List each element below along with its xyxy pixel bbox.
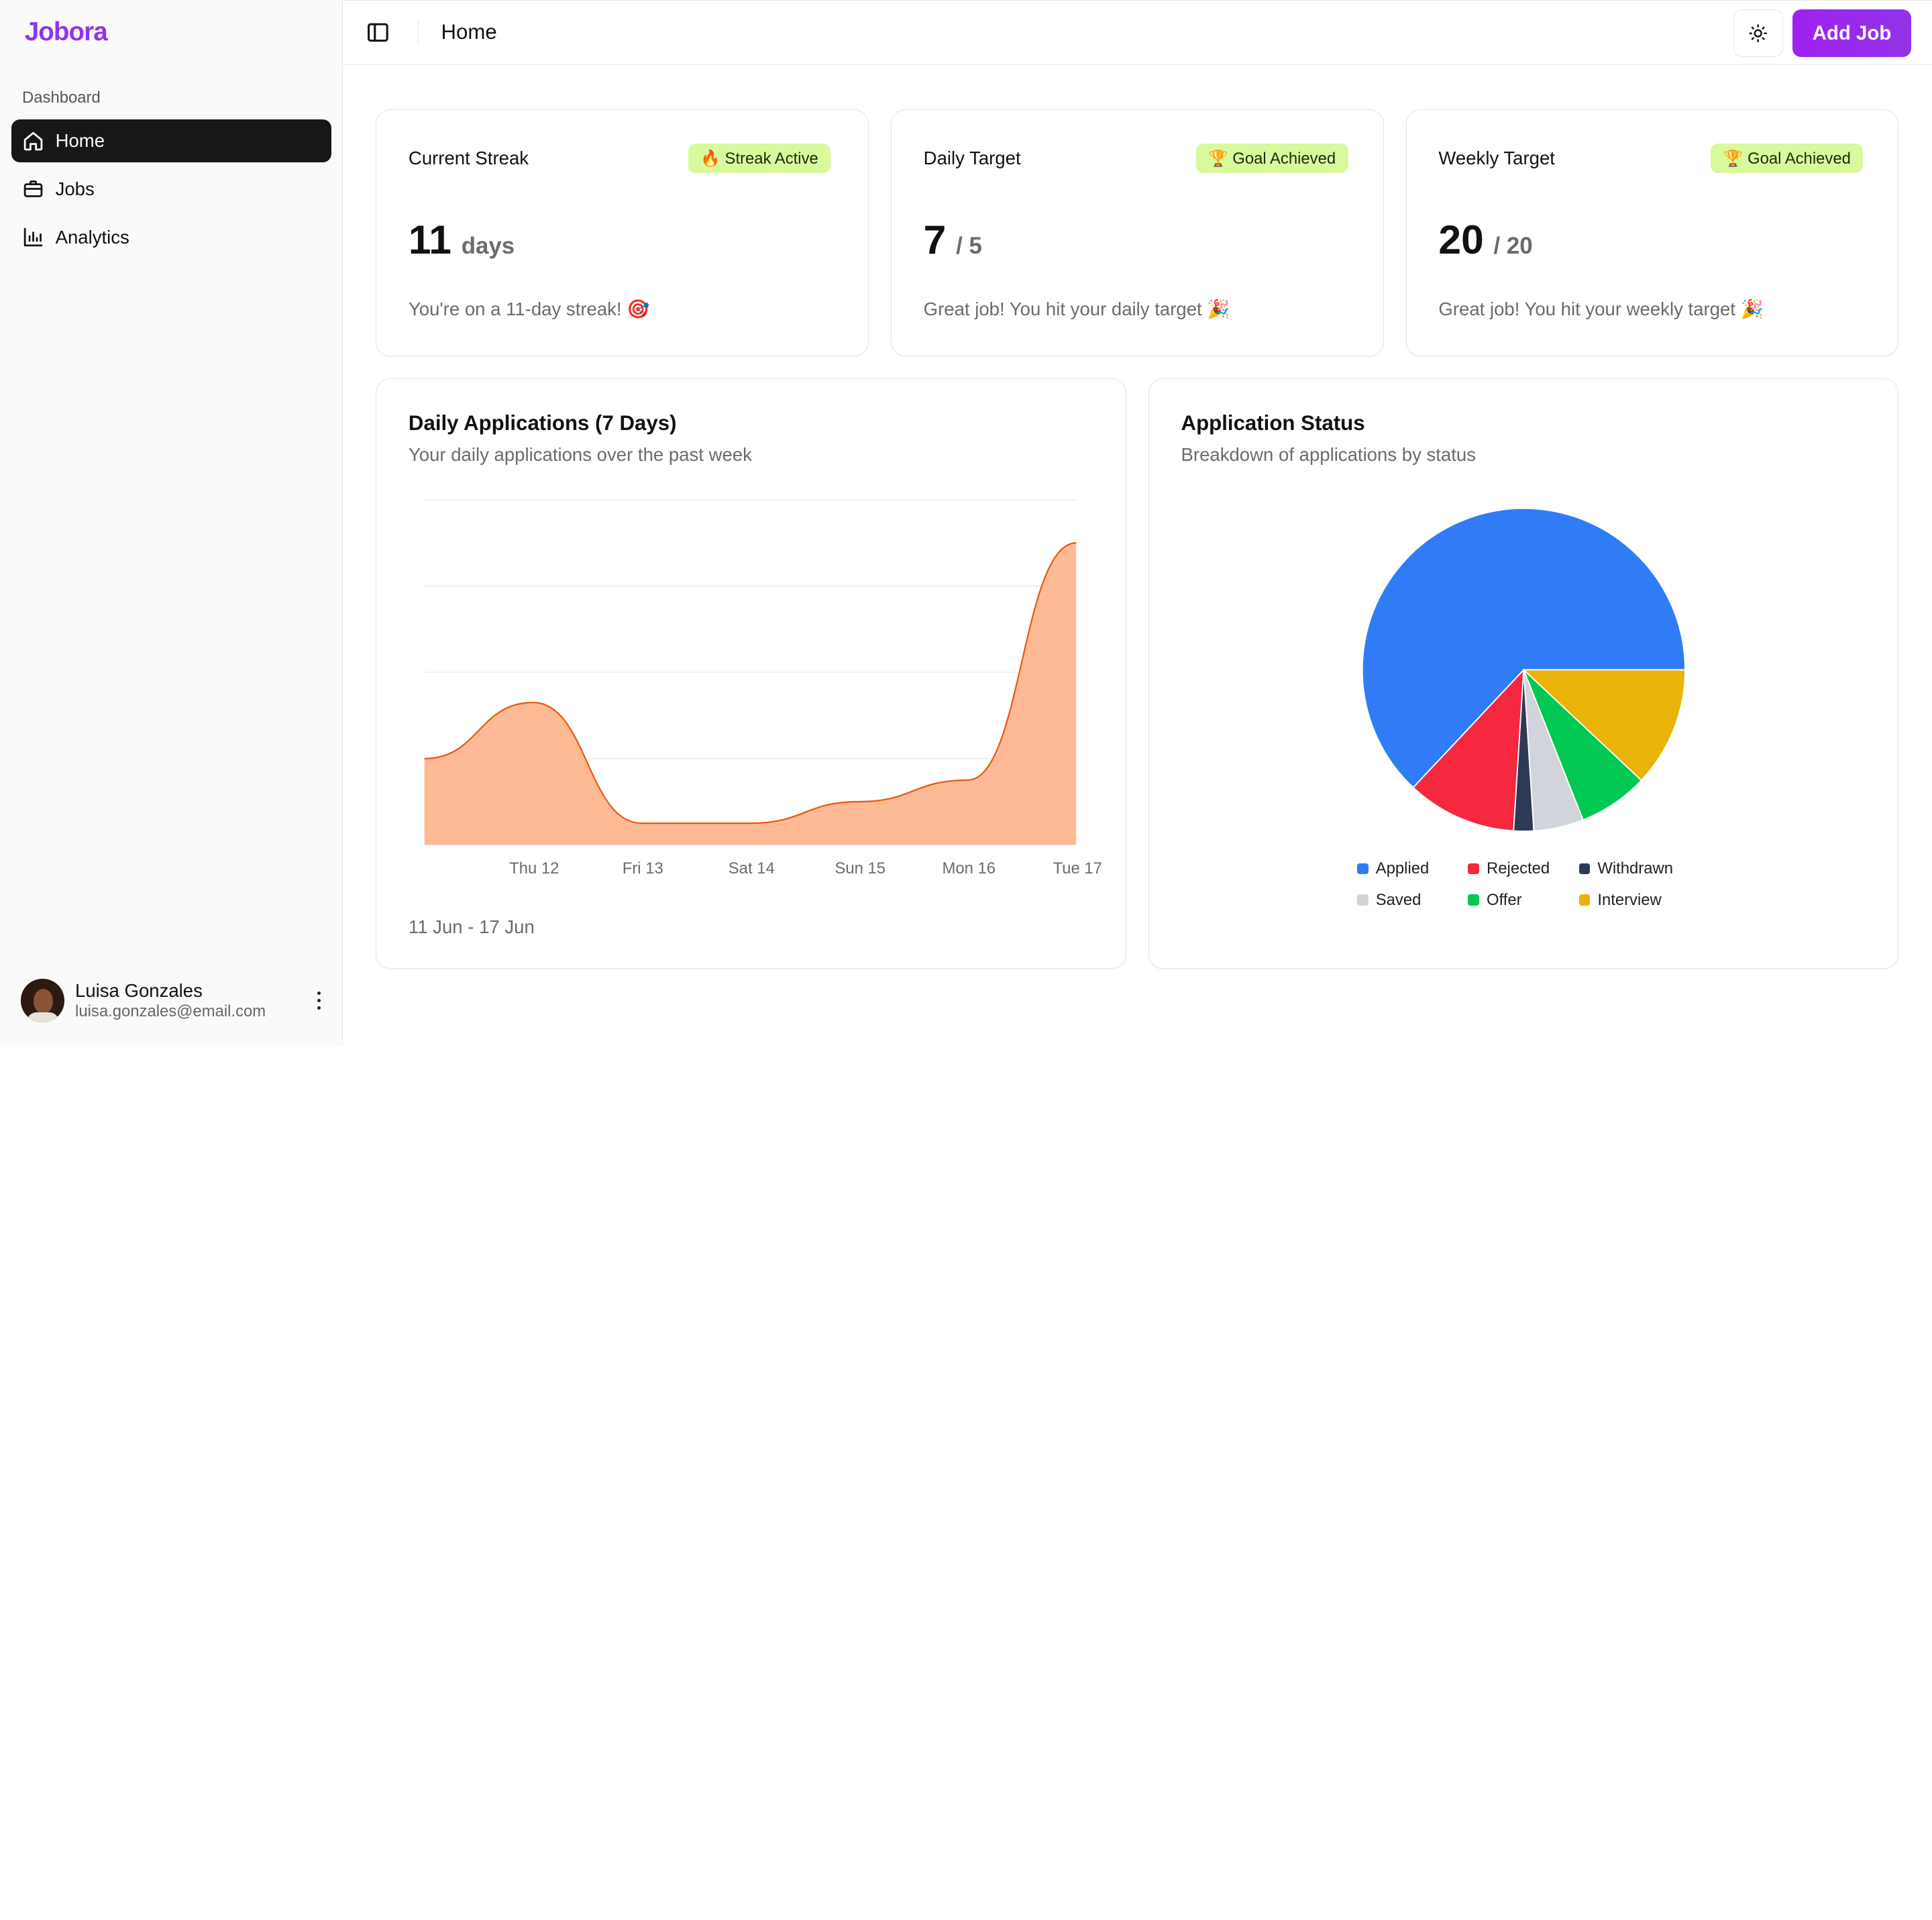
- weekly-target-card: Weekly Target 🏆 Goal Achieved 20 / 20 Gr…: [1406, 109, 1899, 356]
- sidebar-item-analytics[interactable]: Analytics: [11, 215, 332, 258]
- status-badge: 🔥 Streak Active: [688, 144, 830, 173]
- sidebar-item-label: Jobs: [56, 178, 95, 200]
- legend-item[interactable]: Offer: [1468, 891, 1578, 910]
- daily-applications-card: Daily Applications (7 Days) Your daily a…: [376, 378, 1126, 969]
- briefcase-icon: [22, 178, 44, 200]
- area-chart: [376, 379, 1127, 969]
- x-tick-label: Tue 17: [1053, 859, 1102, 878]
- stat-subtext: You're on a 11-day streak! 🎯: [409, 298, 650, 320]
- legend-swatch: [1357, 863, 1368, 875]
- daily-target-card: Daily Target 🏆 Goal Achieved 7 / 5 Great…: [891, 109, 1384, 356]
- sidebar-item-label: Home: [56, 130, 105, 152]
- more-vertical-icon[interactable]: [309, 988, 329, 1013]
- application-status-card: Application Status Breakdown of applicat…: [1148, 378, 1899, 969]
- status-badge: 🏆 Goal Achieved: [1196, 144, 1348, 173]
- legend-label: Interview: [1597, 891, 1661, 910]
- date-range: 11 Jun - 17 Jun: [409, 916, 535, 938]
- stat-value: 7: [924, 216, 947, 263]
- stat-value: 11: [409, 216, 451, 263]
- avatar: [21, 979, 64, 1022]
- stat-value: 20: [1438, 216, 1483, 263]
- theme-toggle-button[interactable]: [1733, 9, 1782, 58]
- stat-subtext: Great job! You hit your weekly target 🎉: [1438, 298, 1764, 320]
- brand-logo[interactable]: Jobora: [25, 17, 107, 47]
- card-title: Daily Target: [924, 148, 1021, 169]
- page-title: Home: [441, 20, 497, 44]
- x-tick-label: Fri 13: [623, 859, 663, 878]
- legend-label: Saved: [1376, 891, 1421, 910]
- user-email: luisa.gonzales@email.com: [75, 1002, 309, 1021]
- topbar: Home Add Job: [343, 0, 1932, 65]
- user-name: Luisa Gonzales: [75, 979, 309, 1002]
- sidebar-toggle-icon[interactable]: [366, 20, 390, 45]
- card-title: Current Streak: [409, 148, 529, 169]
- sidebar-nav: Home Jobs Analytics: [11, 119, 332, 264]
- legend-label: Offer: [1487, 891, 1522, 910]
- sidebar-item-jobs[interactable]: Jobs: [11, 168, 332, 211]
- main-content: Home Add Job Current Streak 🔥 Streak Act…: [343, 0, 1932, 1045]
- legend-item[interactable]: Rejected: [1468, 859, 1578, 878]
- sidebar-item-home[interactable]: Home: [11, 119, 332, 162]
- sidebar-item-label: Analytics: [56, 227, 129, 248]
- x-tick-label: Sun 15: [835, 859, 885, 878]
- legend-swatch: [1579, 863, 1591, 875]
- sidebar-group-label: Dashboard: [22, 89, 101, 107]
- stat-unit: / 5: [956, 233, 982, 260]
- legend-item[interactable]: Applied: [1357, 859, 1468, 878]
- streak-card: Current Streak 🔥 Streak Active 11 days Y…: [376, 109, 869, 356]
- stat-unit: days: [462, 233, 515, 260]
- bar-chart-icon: [22, 226, 44, 248]
- sun-icon: [1748, 23, 1768, 43]
- chart-legend: Applied Rejected Withdrawn Saved Offer Interv…: [1149, 859, 1898, 922]
- legend-item[interactable]: Withdrawn: [1579, 859, 1690, 878]
- legend-label: Withdrawn: [1597, 859, 1673, 878]
- x-tick-label: Mon 16: [942, 859, 996, 878]
- home-icon: [22, 130, 44, 152]
- area-fill: [425, 543, 1077, 845]
- legend-item[interactable]: Saved: [1357, 891, 1468, 910]
- legend-swatch: [1468, 863, 1479, 875]
- legend-label: Applied: [1376, 859, 1430, 878]
- legend-swatch: [1468, 894, 1479, 906]
- stat-unit: / 20: [1494, 233, 1533, 260]
- status-badge: 🏆 Goal Achieved: [1711, 144, 1863, 173]
- x-tick-label: Sat 14: [729, 859, 775, 878]
- legend-item[interactable]: Interview: [1579, 891, 1690, 910]
- card-title: Weekly Target: [1438, 148, 1555, 169]
- legend-label: Rejected: [1487, 859, 1550, 878]
- add-job-button[interactable]: Add Job: [1792, 9, 1911, 58]
- legend-swatch: [1357, 894, 1368, 906]
- user-profile[interactable]: Luisa Gonzales luisa.gonzales@email.com: [21, 978, 329, 1022]
- stat-subtext: Great job! You hit your daily target 🎉: [924, 298, 1230, 320]
- sidebar: Jobora Dashboard Home Jobs Analytics: [0, 0, 343, 1045]
- divider: [418, 20, 419, 45]
- legend-swatch: [1579, 894, 1591, 906]
- x-tick-label: Thu 12: [509, 859, 559, 878]
